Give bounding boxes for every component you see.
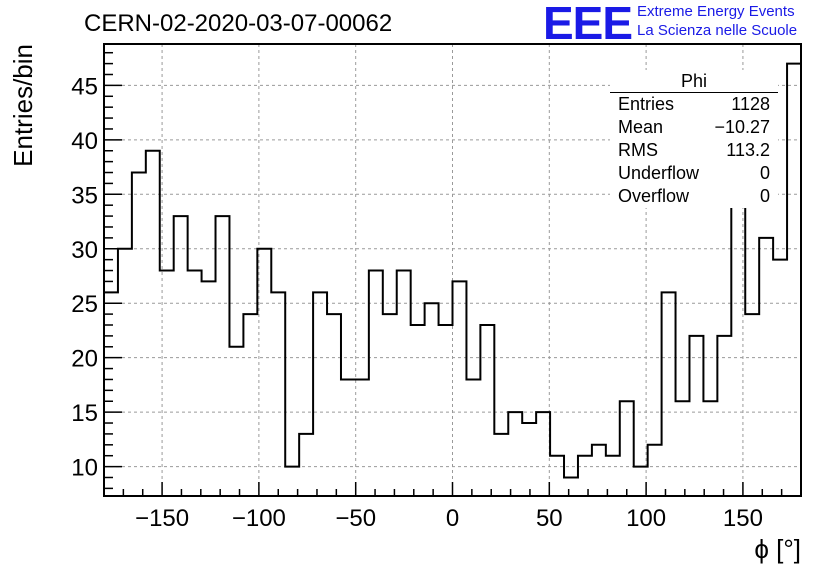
x-tick-label: 50 (536, 505, 563, 532)
axis-ticks (104, 51, 783, 496)
stats-value: 113.2 (726, 140, 770, 160)
stats-label: RMS (618, 140, 658, 160)
x-axis-label: ϕ [°] (754, 534, 801, 564)
y-tick-label: 45 (71, 73, 98, 100)
stats-row-mean: Mean −10.27 (610, 116, 778, 139)
y-tick-label: 35 (71, 182, 98, 209)
logo-caption: Extreme Energy Events La Scienza nelle S… (637, 2, 797, 40)
y-tick-label: 30 (71, 237, 98, 264)
y-tick-labels: 10 15 20 25 30 35 40 45 (71, 73, 98, 481)
stats-row-overflow: Overflow 0 (610, 185, 778, 208)
y-tick-label: 15 (71, 400, 98, 427)
stats-value: −10.27 (714, 117, 770, 137)
stats-box: Phi Entries 1128 Mean −10.27 RMS 113.2 U… (610, 70, 778, 208)
stats-row-underflow: Underflow 0 (610, 162, 778, 185)
stats-label: Underflow (618, 163, 700, 183)
x-tick-label: 100 (626, 505, 666, 532)
stats-title: Phi (610, 70, 778, 93)
x-tick-label: 150 (723, 505, 763, 532)
run-title: CERN-02-2020-03-07-00062 (84, 10, 393, 37)
stats-label: Entries (618, 94, 675, 114)
x-tick-labels: −150 −100 −50 0 50 100 150 (135, 505, 763, 532)
y-tick-label: 10 (71, 455, 98, 482)
x-tick-label: −100 (232, 505, 286, 532)
y-tick-label: 40 (71, 128, 98, 155)
eee-logo: EEE (543, 0, 633, 49)
stats-row-rms: RMS 113.2 (610, 139, 778, 162)
logo-caption-line1: Extreme Energy Events (637, 3, 795, 20)
y-tick-label: 20 (71, 346, 98, 373)
logo-caption-line2: La Scienza nelle Scuole (637, 22, 798, 39)
x-tick-label: −50 (335, 505, 376, 532)
stats-row-entries: Entries 1128 (610, 93, 778, 116)
x-tick-label: −150 (135, 505, 189, 532)
stats-value: 0 (759, 163, 770, 183)
y-axis-label: Entries/bin (8, 44, 38, 167)
stats-value: 0 (759, 186, 770, 206)
stats-label: Mean (618, 117, 664, 137)
stats-value: 1128 (731, 94, 770, 114)
x-tick-label: 0 (446, 505, 459, 532)
stats-label: Overflow (618, 186, 690, 206)
histogram-series (104, 62, 801, 479)
y-tick-label: 25 (71, 291, 98, 318)
